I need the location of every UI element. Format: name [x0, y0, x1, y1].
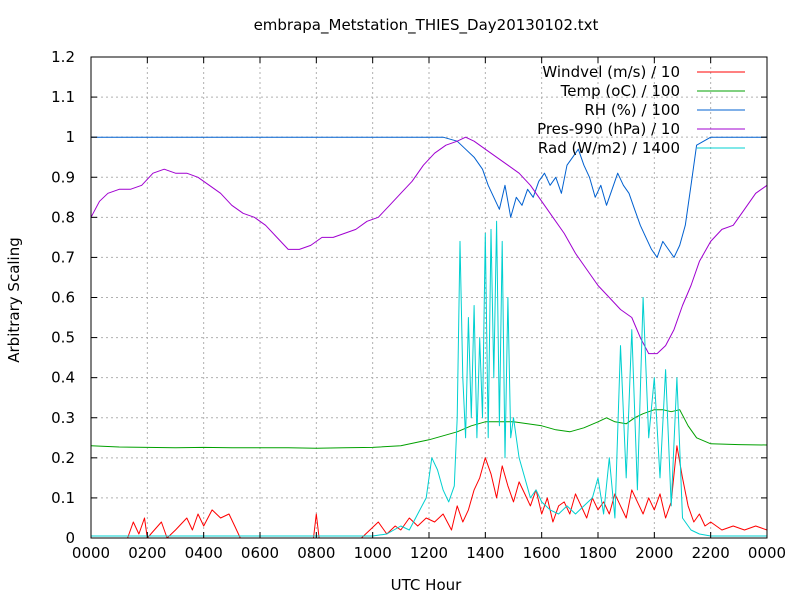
chart-title: embrapa_Metstation_THIES_Day20130102.txt	[254, 16, 599, 35]
x-tick-label: 1000	[354, 544, 392, 562]
x-tick-label: 0200	[128, 544, 166, 562]
legend-label: Rad (W/m2) / 1400	[538, 139, 680, 157]
series-line-1	[91, 445, 768, 539]
legend-label: Windvel (m/s) / 10	[542, 63, 680, 81]
x-axis-label: UTC Hour	[391, 576, 462, 594]
x-tick-label: 0000	[748, 544, 786, 562]
x-tick-label: 0800	[297, 544, 335, 562]
x-tick-label: 2200	[692, 544, 730, 562]
x-tick-label: 0600	[241, 544, 279, 562]
y-tick-label: 0	[65, 529, 75, 547]
x-tick-label: 1600	[523, 544, 561, 562]
legend-label: RH (%) / 100	[584, 101, 680, 119]
x-tick-label: 0000	[72, 544, 110, 562]
y-tick-label: 0.7	[51, 248, 75, 266]
x-tick-label: 1800	[579, 544, 617, 562]
y-tick-label: 0.2	[51, 449, 75, 467]
y-tick-label: 1	[65, 128, 75, 146]
y-tick-label: 0.9	[51, 168, 75, 186]
y-tick-label: 0.3	[51, 409, 75, 427]
y-tick-label: 0.4	[51, 369, 75, 387]
series-line-5	[91, 220, 767, 537]
x-tick-label: 0400	[185, 544, 223, 562]
series-line-3	[91, 136, 767, 258]
y-tick-label: 0.8	[51, 208, 75, 226]
x-tick-label: 2000	[635, 544, 673, 562]
x-tick-label: 1400	[466, 544, 504, 562]
y-tick-label: 0.1	[51, 489, 75, 507]
y-axis-label: Arbitrary Scaling	[5, 237, 23, 363]
legend-label: Pres-990 (hPa) / 10	[537, 120, 680, 138]
y-tick-label: 0.6	[51, 289, 75, 307]
series-line-4	[90, 136, 768, 355]
x-tick-label: 1200	[410, 544, 448, 562]
axis-ticks: 0000 0200 0400 0600 0800 1000 1200 1400 1600 1800…	[51, 48, 786, 562]
series-line-2	[90, 409, 768, 449]
series-group	[90, 136, 768, 539]
y-tick-label: 1.2	[51, 48, 75, 66]
legend-label: Temp (oC) / 100	[560, 82, 680, 100]
y-tick-label: 0.5	[51, 329, 75, 347]
y-tick-label: 1.1	[51, 88, 75, 106]
